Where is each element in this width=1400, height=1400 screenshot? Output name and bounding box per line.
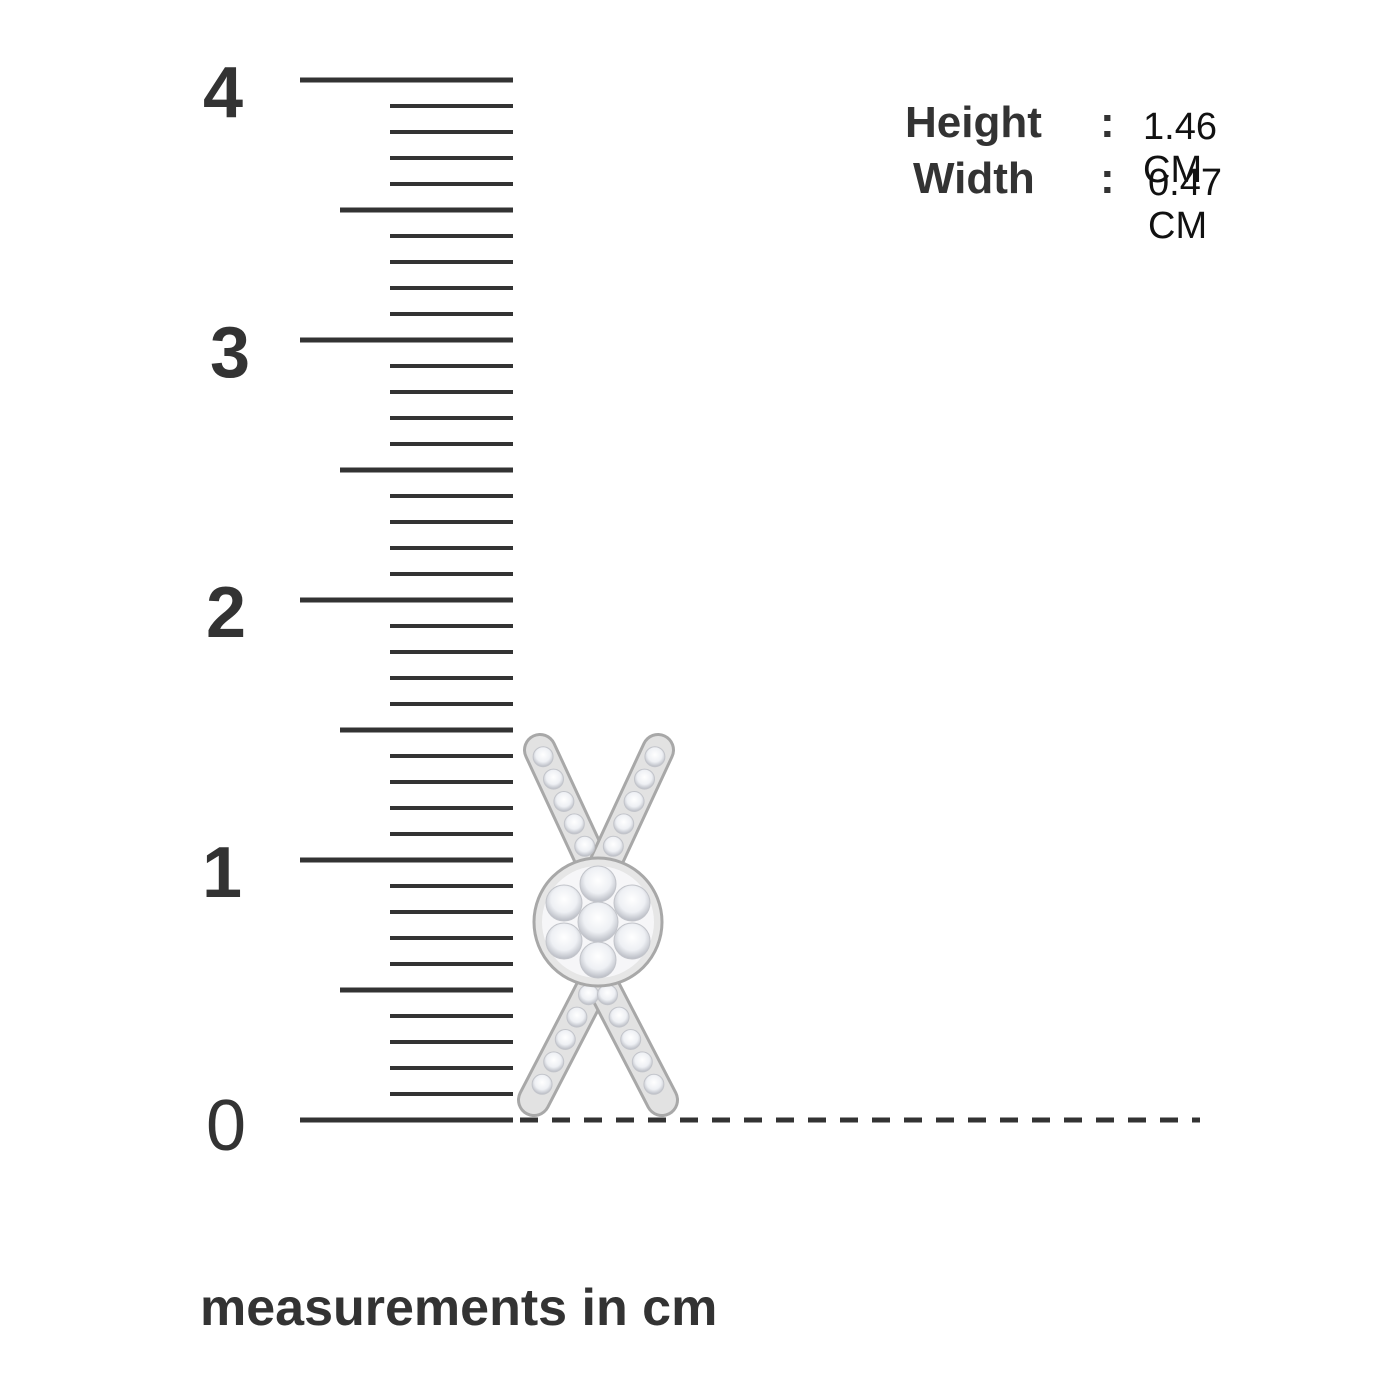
bar-stone [634, 768, 655, 790]
bar-stone [532, 746, 554, 768]
ruler-label-0: 0 [205, 1086, 247, 1166]
bar-stone [608, 1006, 630, 1028]
ruler-label-1: 1 [201, 833, 243, 913]
diamond-cross-earring-icon [517, 733, 679, 1117]
bar-stone [623, 791, 645, 812]
bar-stone [543, 768, 564, 790]
bar-stone [631, 1051, 653, 1073]
bar-stone [597, 984, 618, 1006]
bar-stone [554, 1029, 576, 1050]
width-value: 0.47 CM [1148, 162, 1222, 247]
bar-stone [613, 813, 635, 835]
height-separator: : [1100, 98, 1115, 147]
bar-stone [602, 835, 624, 857]
bar-stone [566, 1006, 588, 1028]
bar-stone [563, 813, 585, 835]
bar-stone [644, 746, 666, 768]
measurements-caption: measurements in cm [200, 1279, 718, 1337]
height-label: Height [905, 98, 1042, 147]
ruler-label-2: 2 [205, 573, 247, 653]
width-label: Width [913, 154, 1035, 203]
bar-stone [620, 1029, 642, 1050]
bar-stone [574, 835, 596, 857]
height-value: 1.46 CM [1143, 106, 1217, 191]
ruler-label-4: 4 [202, 53, 244, 133]
bar-stone [553, 791, 575, 812]
bar-stone [531, 1073, 553, 1095]
bar-stone [643, 1073, 665, 1095]
width-separator: : [1100, 154, 1115, 203]
bar-stone [543, 1051, 565, 1073]
bar-stone [578, 984, 599, 1006]
ruler-ticks [300, 77, 513, 1123]
ruler-label-3: 3 [209, 313, 251, 393]
